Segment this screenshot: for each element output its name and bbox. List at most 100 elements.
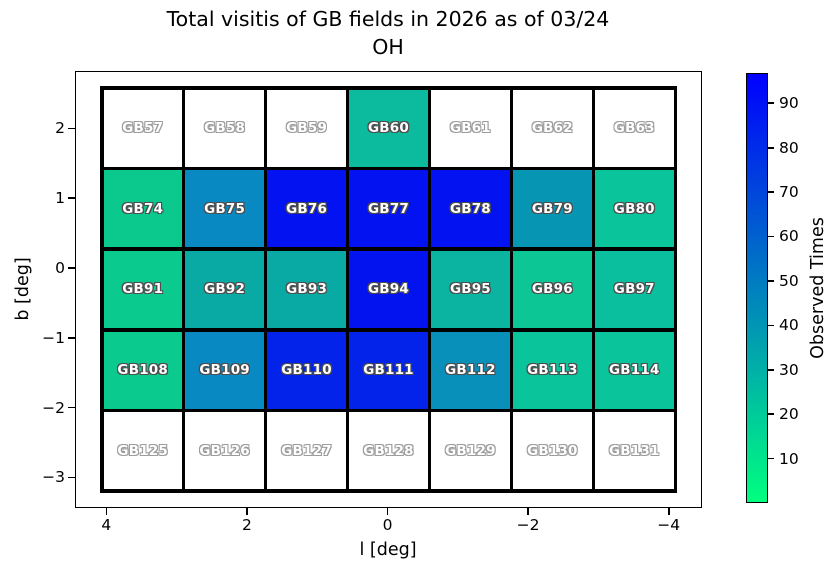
cell-GB79: GB79 — [513, 170, 592, 248]
cell-label: GB114 — [609, 362, 660, 379]
cell-GB109: GB109 — [185, 331, 264, 409]
cell-GB113: GB113 — [513, 331, 592, 409]
chart-title-line1: Total visitis of GB fields in 2026 as of… — [166, 7, 610, 31]
y-tick-mark — [68, 127, 75, 130]
colorbar-tick-mark — [767, 280, 774, 282]
cell-label: GB125 — [117, 442, 168, 459]
colorbar-tick-label: 90 — [779, 94, 799, 113]
cell-label: GB77 — [368, 200, 409, 217]
cell-label: GB111 — [363, 362, 414, 379]
cell-label: GB131 — [609, 442, 660, 459]
colorbar-tick-label: 60 — [779, 227, 799, 246]
x-tick-label: −4 — [657, 516, 681, 534]
cell-label: GB130 — [527, 442, 578, 459]
x-tick-mark — [527, 508, 529, 515]
cell-GB60: GB60 — [349, 89, 428, 167]
cell-label: GB92 — [204, 281, 246, 298]
cell-GB59: GB59 — [267, 89, 346, 167]
cell-label: GB58 — [204, 120, 246, 137]
colorbar-tick-label: 40 — [779, 316, 799, 335]
cell-label: GB79 — [531, 200, 573, 217]
cell-GB129: GB129 — [431, 412, 510, 490]
cell-label: GB109 — [199, 362, 250, 379]
colorbar-tick-mark — [767, 324, 774, 327]
cell-GB94: GB94 — [349, 250, 428, 329]
cell-GB63: GB63 — [595, 89, 674, 167]
cell-label: GB129 — [445, 442, 496, 459]
cell-label: GB127 — [281, 442, 332, 459]
x-tick-mark — [667, 508, 670, 515]
x-tick-label: 4 — [101, 516, 112, 534]
cell-label: GB74 — [122, 200, 164, 217]
cell-label: GB78 — [449, 200, 491, 217]
colorbar — [746, 73, 768, 503]
colorbar-tick-label: 80 — [779, 138, 799, 157]
cell-GB77: GB77 — [349, 170, 428, 248]
cell-label: GB94 — [368, 281, 409, 298]
y-tick-mark — [68, 267, 75, 269]
cell-label: GB61 — [449, 120, 491, 137]
cell-GB126: GB126 — [185, 412, 264, 490]
cell-GB92: GB92 — [185, 250, 264, 329]
colorbar-tick-label: 30 — [779, 360, 799, 379]
cell-GB130: GB130 — [513, 412, 592, 490]
y-tick-mark — [68, 337, 75, 339]
cell-label: GB108 — [117, 362, 168, 379]
cell-GB74: GB74 — [103, 170, 182, 248]
cell-GB62: GB62 — [513, 89, 592, 167]
cell-label: GB60 — [368, 120, 409, 137]
colorbar-tick-mark — [767, 413, 774, 416]
cell-label: GB128 — [363, 442, 414, 459]
cell-GB95: GB95 — [431, 250, 510, 329]
cell-label: GB91 — [122, 281, 164, 298]
cell-label: GB96 — [531, 281, 573, 298]
cell-GB131: GB131 — [595, 412, 674, 490]
colorbar-label: Observed Times — [808, 217, 828, 359]
y-tick-mark — [68, 476, 75, 479]
y-tick-label: 1 — [55, 189, 65, 208]
cell-GB111: GB111 — [349, 331, 428, 409]
y-axis-label: b [deg] — [13, 257, 33, 321]
cell-GB96: GB96 — [513, 250, 592, 329]
cell-label: GB93 — [286, 281, 328, 298]
cell-label: GB63 — [613, 120, 655, 137]
x-tick-label: 2 — [241, 516, 252, 534]
cell-GB80: GB80 — [595, 170, 674, 248]
y-tick-label: 2 — [55, 119, 65, 138]
cell-label: GB76 — [286, 200, 328, 217]
cell-GB78: GB78 — [431, 170, 510, 248]
colorbar-tick-mark — [767, 368, 774, 371]
x-tick-mark — [105, 508, 108, 515]
x-tick-label: −2 — [516, 516, 540, 534]
cell-GB76: GB76 — [267, 170, 346, 248]
cell-label: GB80 — [613, 200, 655, 217]
cell-GB57: GB57 — [103, 89, 182, 167]
cell-GB125: GB125 — [103, 412, 182, 490]
cell-label: GB112 — [445, 362, 496, 379]
cell-GB114: GB114 — [595, 331, 674, 409]
cell-label: GB57 — [122, 120, 164, 137]
x-axis-label: l [deg] — [359, 540, 417, 560]
colorbar-tick-label: 50 — [779, 271, 799, 290]
x-tick-mark — [246, 508, 248, 515]
colorbar-tick-label: 10 — [779, 449, 799, 468]
y-tick-label: −3 — [42, 468, 65, 487]
y-tick-mark — [68, 197, 75, 200]
cell-GB112: GB112 — [431, 331, 510, 409]
cell-label: GB126 — [199, 442, 250, 459]
cell-label: GB95 — [449, 281, 491, 298]
x-tick-label: 0 — [382, 516, 393, 534]
cell-GB97: GB97 — [595, 250, 674, 329]
cell-GB127: GB127 — [267, 412, 346, 490]
colorbar-tick-mark — [767, 146, 774, 149]
colorbar-tick-label: 70 — [779, 183, 799, 202]
y-tick-label: −2 — [42, 398, 65, 417]
cell-GB110: GB110 — [267, 331, 346, 409]
cell-label: GB59 — [286, 120, 328, 137]
colorbar-tick-mark — [767, 102, 774, 105]
colorbar-tick-label: 20 — [779, 405, 799, 424]
cell-label: GB62 — [531, 120, 573, 137]
chart-title: Total visitis of GB fields in 2026 as of… — [167, 5, 610, 62]
colorbar-tick-mark — [767, 457, 774, 460]
